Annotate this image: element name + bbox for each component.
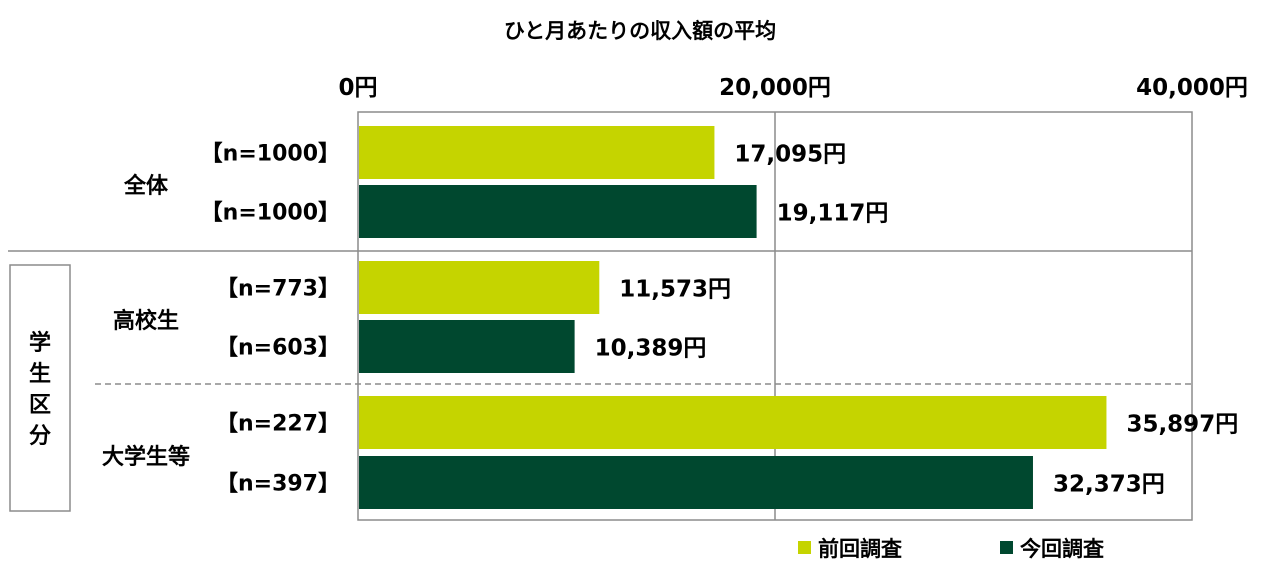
bar xyxy=(359,396,1107,449)
sample-size-label: 【n=603】 xyxy=(216,336,340,361)
legend-swatch xyxy=(798,541,811,554)
legend-label: 今回調査 xyxy=(1020,537,1104,561)
category-label: 高校生 xyxy=(113,308,179,334)
sample-size-label: 【n=773】 xyxy=(216,277,340,302)
data-label: 10,389円 xyxy=(595,336,707,362)
group-label-char: 分 xyxy=(29,424,51,449)
group-box xyxy=(9,264,71,512)
data-label: 32,373円 xyxy=(1053,472,1165,498)
category-label: 全体 xyxy=(123,173,169,199)
bar xyxy=(359,261,600,314)
legend-swatch xyxy=(1000,541,1013,554)
bar xyxy=(359,456,1033,509)
data-label: 17,095円 xyxy=(734,142,846,168)
sample-size-label: 【n=227】 xyxy=(216,412,340,437)
bar xyxy=(359,320,575,373)
bar xyxy=(359,185,757,238)
data-label: 11,573円 xyxy=(619,277,731,303)
data-label: 35,897円 xyxy=(1126,412,1238,438)
x-tick-label: 0円 xyxy=(338,75,377,101)
category-label: 大学生等 xyxy=(102,444,190,470)
group-label-char: 区 xyxy=(29,393,51,418)
x-tick-label: 40,000円 xyxy=(1136,75,1248,101)
x-tick-label: 20,000円 xyxy=(719,75,831,101)
chart-title: ひと月あたりの収入額の平均 xyxy=(504,19,776,43)
bar xyxy=(359,126,715,179)
sample-size-label: 【n=1000】 xyxy=(201,142,340,167)
data-label: 19,117円 xyxy=(777,201,889,227)
sample-size-label: 【n=397】 xyxy=(216,472,340,497)
group-label-char: 学 xyxy=(29,330,51,356)
group-label-char: 生 xyxy=(29,362,51,387)
sample-size-label: 【n=1000】 xyxy=(201,201,340,226)
legend-label: 前回調査 xyxy=(818,537,902,561)
